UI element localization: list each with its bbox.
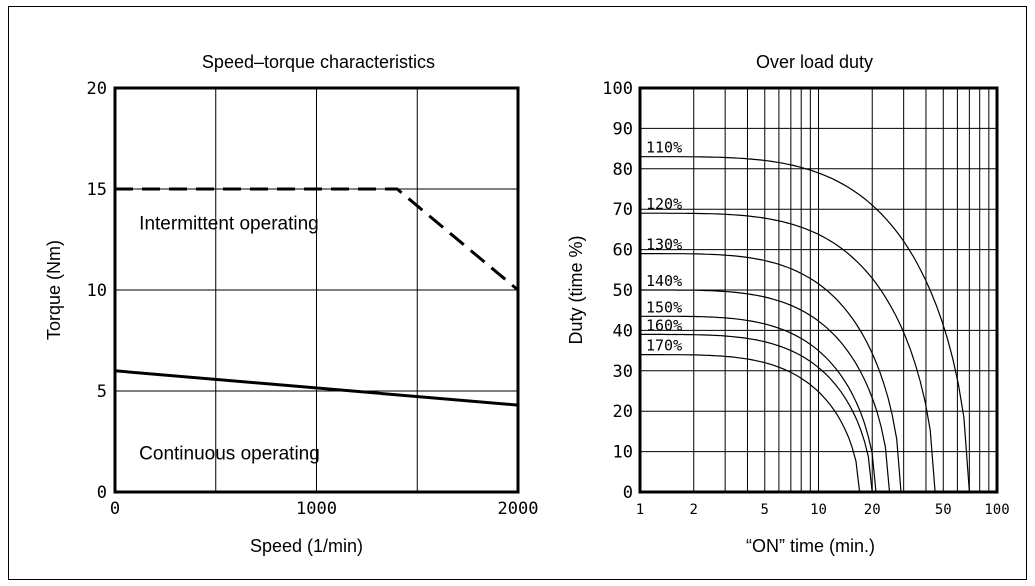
- y-tick-label: 20: [87, 79, 107, 99]
- y-axis-label: Duty (time %): [566, 235, 586, 344]
- curve-label: 160%: [646, 316, 682, 334]
- x-tick-label: 10: [810, 502, 827, 518]
- curve-label: 120%: [646, 195, 682, 213]
- duty-curve: [640, 289, 891, 493]
- x-tick-label: 2: [690, 502, 698, 518]
- y-tick-label: 10: [87, 281, 107, 301]
- x-tick-label: 20: [864, 502, 881, 518]
- y-tick-label: 50: [613, 281, 633, 301]
- duty-curve: [640, 253, 902, 493]
- y-tick-label: 5: [97, 382, 107, 402]
- duty-curve: [640, 315, 877, 493]
- y-tick-label: 30: [613, 362, 633, 382]
- duty-curve: [640, 156, 970, 493]
- y-tick-label: 70: [613, 200, 633, 220]
- y-tick-label: 0: [97, 483, 107, 503]
- x-axis-label: “ON” time (min.): [746, 536, 875, 556]
- region-annotation: Intermittent operating: [139, 213, 319, 234]
- y-tick-label: 0: [623, 483, 633, 503]
- y-tick-label: 80: [613, 160, 633, 180]
- x-tick-label: 1000: [296, 499, 337, 519]
- x-tick-label: 50: [935, 502, 952, 518]
- intermittent-line: [115, 187, 519, 292]
- y-tick-label: 40: [613, 321, 633, 341]
- x-tick-label: 5: [761, 502, 769, 518]
- chart-title: Speed–torque characteristics: [202, 52, 435, 72]
- y-tick-label: 15: [87, 180, 107, 200]
- x-tick-label: 2000: [498, 499, 539, 519]
- x-tick-label: 0: [110, 499, 120, 519]
- y-tick-label: 20: [613, 402, 633, 422]
- curve-label: 130%: [646, 236, 682, 254]
- y-tick-label: 10: [613, 443, 633, 463]
- x-axis-label: Speed (1/min): [250, 536, 363, 556]
- duty-curve: [640, 354, 861, 493]
- duty-curve: [640, 212, 936, 493]
- curve-label: 110%: [646, 139, 682, 157]
- region-annotation: Continuous operating: [139, 444, 320, 465]
- duty-curve: [640, 333, 873, 493]
- curve-label: 140%: [646, 272, 682, 290]
- y-tick-label: 100: [602, 79, 633, 99]
- x-tick-label: 100: [984, 502, 1009, 518]
- figure-frame: [8, 6, 1027, 580]
- curve-label: 170%: [646, 337, 682, 355]
- chart-title: Over load duty: [756, 52, 873, 72]
- y-axis-label: Torque (Nm): [44, 240, 64, 340]
- continuous-line: [114, 369, 519, 407]
- x-tick-label: 1: [636, 502, 644, 518]
- y-tick-label: 90: [613, 119, 633, 139]
- y-tick-label: 60: [613, 241, 633, 261]
- curve-label: 150%: [646, 298, 682, 316]
